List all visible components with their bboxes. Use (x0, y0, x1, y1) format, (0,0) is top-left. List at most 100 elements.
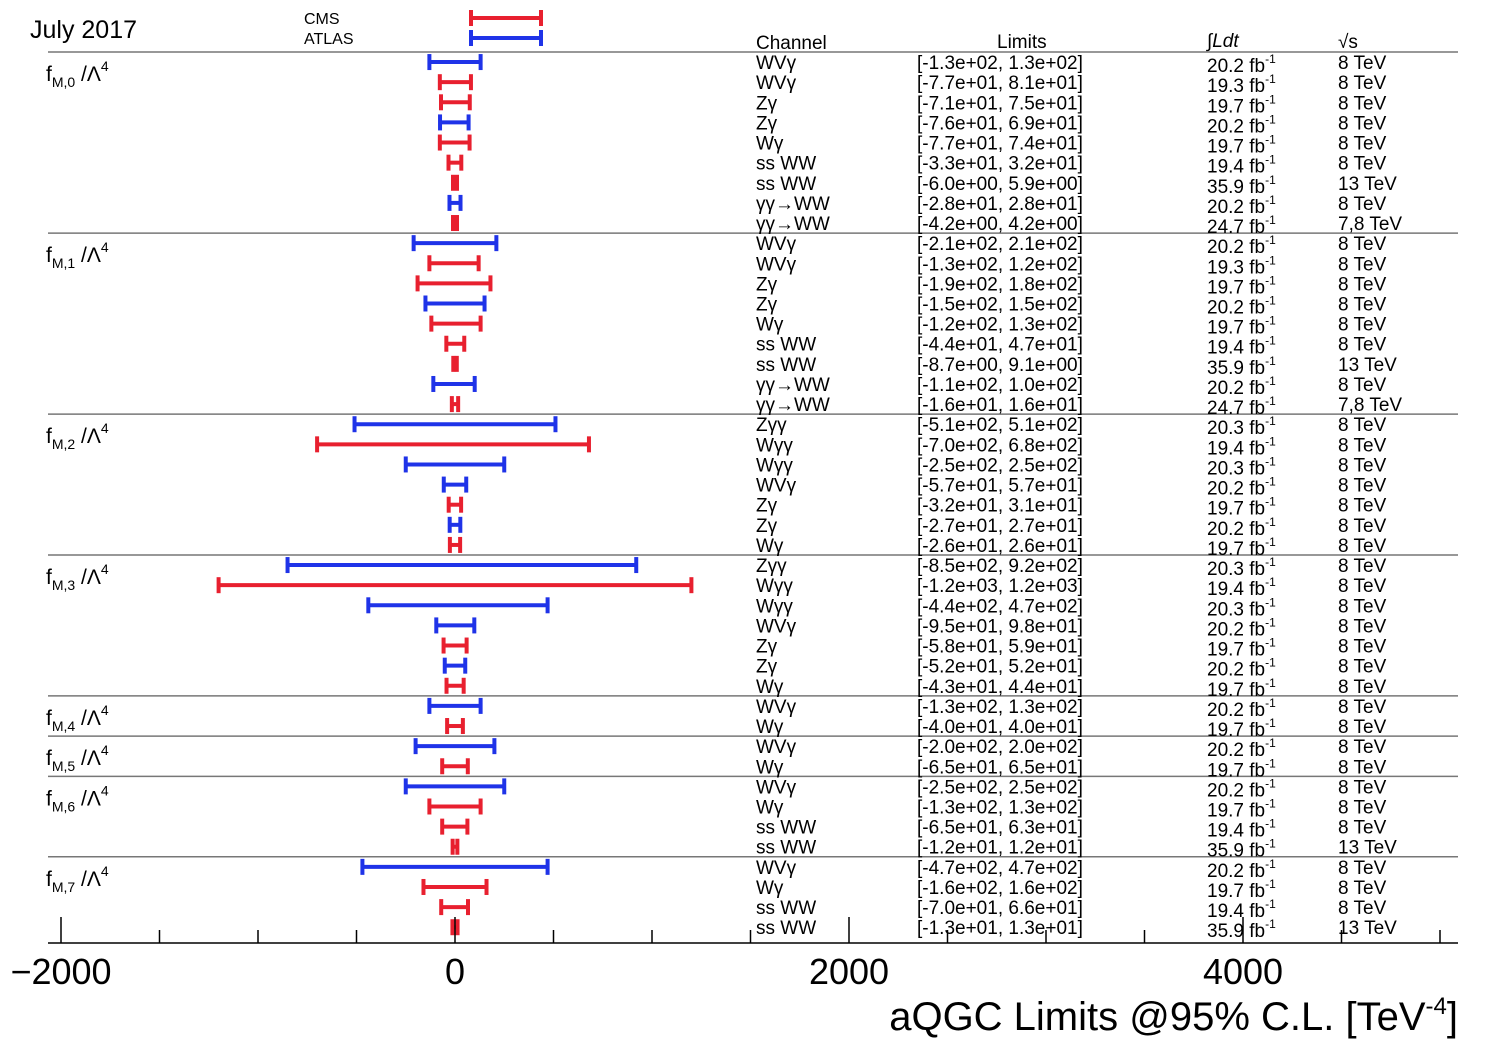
channel-label: WVγ (756, 777, 797, 798)
limit-bar-atlas (438, 114, 471, 131)
group-m-3: fM,3 /Λ4 Zγγ [-8.5e+02, 9.2e+02] 20.3 fb-1 8… (46, 555, 1387, 701)
channel-label: ss WW (756, 355, 816, 376)
lumi-value: 19.7 fb-1 (1207, 92, 1276, 117)
channel-label: WVγ (756, 858, 797, 879)
table-row: Zγγ [-8.5e+02, 9.2e+02] 20.3 fb-1 8 TeV (285, 555, 1387, 580)
group-label: fM,0 /Λ4 (46, 58, 109, 90)
table-row: Zγ [-1.5e+02, 1.5e+02] 20.2 fb-1 8 TeV (423, 294, 1387, 319)
channel-label: Zγ (756, 113, 778, 134)
column-headers: Channel Limits ∫Ldt √s (756, 31, 1358, 54)
limit-bar-atlas (447, 194, 463, 211)
table-row: Wγ [-1.3e+02, 1.3e+02] 19.7 fb-1 8 TeV (427, 797, 1387, 822)
channel-label: Zγ (756, 93, 778, 114)
energy-value: 8 TeV (1338, 576, 1387, 597)
channel-label: ss WW (756, 898, 816, 919)
limit-bar-atlas (285, 557, 639, 574)
channel-label: Wγγ (756, 455, 793, 476)
channel-label: ss WW (756, 918, 816, 939)
table-row: Zγ [-7.6e+01, 6.9e+01] 20.2 fb-1 8 TeV (438, 112, 1387, 137)
lumi-value: 19.7 fb-1 (1207, 535, 1276, 560)
channel-label: Wγγ (756, 576, 793, 597)
channel-label: ss WW (756, 838, 816, 859)
group-label: fM,5 /Λ4 (46, 742, 109, 774)
lumi-value: 35.9 fb-1 (1207, 173, 1276, 198)
energy-value: 8 TeV (1338, 134, 1387, 155)
limits-value: [-7.0e+02, 6.8e+02] (917, 435, 1083, 456)
limit-bar-atlas (423, 295, 487, 312)
lumi-value: 19.7 fb-1 (1207, 636, 1276, 661)
group-label: fM,4 /Λ4 (46, 702, 109, 734)
group-m-7: fM,7 /Λ4 WVγ [-4.7e+02, 4.7e+02] 20.2 fb-1 8… (46, 857, 1397, 942)
energy-value: 7,8 TeV (1338, 214, 1402, 235)
limits-value: [-1.3e+02, 1.3e+02] (917, 798, 1083, 819)
lumi-value: 20.2 fb-1 (1207, 374, 1276, 399)
channel-label: Wγ (756, 677, 784, 698)
limit-bar-cms (445, 718, 465, 735)
limit-bar-cms (439, 899, 471, 916)
lumi-value: 19.4 fb-1 (1207, 334, 1276, 359)
limits-value: [-8.5e+02, 9.2e+02] (917, 556, 1083, 577)
limit-bar-cms (216, 577, 694, 594)
table-row: WVγ [-4.7e+02, 4.7e+02] 20.2 fb-1 8 TeV (360, 857, 1387, 882)
limits-value: [-7.6e+01, 6.9e+01] (917, 113, 1083, 134)
limits-value: [-3.3e+01, 3.2e+01] (917, 154, 1083, 175)
table-row: Wγ [-4.0e+01, 4.0e+01] 19.7 fb-1 8 TeV (445, 716, 1387, 741)
table-row: γγ→WW [-2.8e+01, 2.8e+01] 20.2 fb-1 8 TeV (447, 193, 1387, 218)
table-row: Wγ [-7.7e+01, 7.4e+01] 19.7 fb-1 8 TeV (437, 133, 1387, 158)
group-m-6: fM,6 /Λ4 WVγ [-2.5e+02, 2.5e+02] 20.2 fb-1 8… (46, 776, 1397, 861)
limit-bar-cms (451, 355, 459, 372)
limits-value: [-1.5e+02, 1.5e+02] (917, 295, 1083, 316)
limit-bar-cms (421, 878, 489, 895)
table-row: WVγ [-1.3e+02, 1.2e+02] 19.3 fb-1 8 TeV (427, 253, 1387, 278)
limits-value: [-1.6e+01, 1.6e+01] (917, 395, 1083, 416)
lumi-value: 20.3 fb-1 (1207, 454, 1276, 479)
energy-value: 8 TeV (1338, 737, 1387, 758)
limit-bar-cms (449, 396, 461, 413)
energy-value: 8 TeV (1338, 496, 1387, 517)
legend-label-atlas: ATLAS (304, 31, 354, 48)
table-row: Wγ [-4.3e+01, 4.4e+01] 19.7 fb-1 8 TeV (444, 676, 1387, 701)
channel-label: Zγγ (756, 556, 787, 577)
limit-bar-atlas (366, 597, 550, 614)
channel-label: Zγ (756, 657, 778, 678)
lumi-value: 19.4 fb-1 (1207, 153, 1276, 178)
lumi-value: 20.2 fb-1 (1207, 615, 1276, 640)
energy-value: 8 TeV (1338, 375, 1387, 396)
group-m-1: fM,1 /Λ4 WVγ [-2.1e+02, 2.1e+02] 20.2 fb-1 8… (46, 233, 1402, 419)
limit-bar-cms (440, 758, 470, 775)
energy-value: 8 TeV (1338, 596, 1387, 617)
energy-value: 13 TeV (1338, 838, 1397, 859)
table-row: ss WW [-6.5e+01, 6.3e+01] 19.4 fb-1 8 TeV (440, 817, 1387, 842)
table-row: ss WW [-7.0e+01, 6.6e+01] 19.4 fb-1 8 TeV (439, 897, 1387, 922)
x-tick-label: 0 (445, 951, 465, 992)
legend: CMS ATLAS (304, 10, 543, 48)
table-row: Wγ [-1.6e+02, 1.6e+02] 19.7 fb-1 8 TeV (421, 877, 1387, 902)
lumi-value: 19.4 fb-1 (1207, 434, 1276, 459)
group-label: fM,2 /Λ4 (46, 420, 109, 452)
limits-value: [-6.5e+01, 6.3e+01] (917, 818, 1083, 839)
limit-bar-cms (439, 94, 472, 111)
header-energy: √s (1338, 32, 1358, 53)
energy-value: 8 TeV (1338, 757, 1387, 778)
table-row: Wγ [-6.5e+01, 6.5e+01] 19.7 fb-1 8 TeV (440, 756, 1387, 781)
channel-label: Zγ (756, 637, 778, 658)
limit-bar-atlas (360, 858, 550, 875)
limit-bar-atlas (434, 617, 477, 634)
table-row: Wγγ [-1.2e+03, 1.2e+03] 19.4 fb-1 8 TeV (216, 575, 1387, 600)
energy-value: 8 TeV (1338, 878, 1387, 899)
channel-label: Zγ (756, 274, 778, 295)
table-row: Zγ [-3.2e+01, 3.1e+01] 19.7 fb-1 8 TeV (446, 495, 1387, 520)
energy-value: 8 TeV (1338, 677, 1387, 698)
table-row: Zγ [-5.8e+01, 5.9e+01] 19.7 fb-1 8 TeV (441, 636, 1387, 661)
lumi-value: 20.2 fb-1 (1207, 112, 1276, 137)
limit-bar-cms (451, 215, 459, 232)
lumi-value: 19.7 fb-1 (1207, 314, 1276, 339)
limits-value: [-5.1e+02, 5.1e+02] (917, 415, 1083, 436)
energy-value: 8 TeV (1338, 315, 1387, 336)
lumi-value: 19.7 fb-1 (1207, 676, 1276, 701)
limit-bar-atlas (441, 476, 469, 493)
table-row: Zγ [-1.9e+02, 1.8e+02] 19.7 fb-1 8 TeV (415, 273, 1387, 298)
channel-label: ss WW (756, 154, 816, 175)
limit-bar-cms (427, 255, 481, 272)
limits-value: [-7.1e+01, 7.5e+01] (917, 93, 1083, 114)
